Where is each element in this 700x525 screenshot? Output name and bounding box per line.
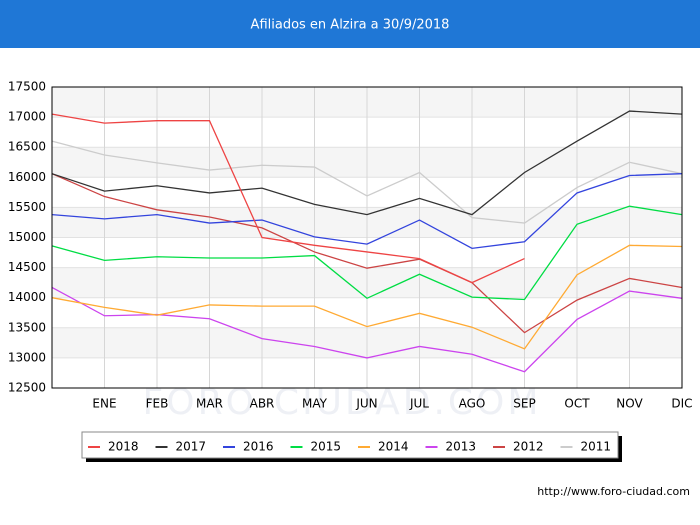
x-tick-label: MAY [302, 397, 328, 411]
y-tick-label: 14500 [8, 260, 46, 274]
legend-label: 2017 [176, 440, 207, 454]
y-tick-label: 14000 [8, 290, 46, 304]
y-tick-label: 17500 [8, 80, 46, 94]
y-tick-label: 15500 [8, 200, 46, 214]
title-banner [0, 0, 700, 48]
x-tick-label: FEB [146, 397, 169, 411]
y-tick-label: 16500 [8, 140, 46, 154]
y-tick-label: 15000 [8, 230, 46, 244]
x-tick-label: OCT [564, 397, 590, 411]
legend-label: 2018 [108, 440, 139, 454]
y-tick-label: 16000 [8, 170, 46, 184]
legend-label: 2016 [243, 440, 274, 454]
legend-label: 2013 [446, 440, 477, 454]
watermark: FORO-CIUDAD.COM [143, 382, 542, 423]
x-tick-label: AGO [459, 397, 486, 411]
series-line [51, 140, 683, 224]
x-tick-label: JUN [355, 397, 377, 411]
series-line [51, 205, 683, 301]
y-tick-label: 12500 [8, 381, 46, 395]
x-tick-label: SEP [513, 397, 535, 411]
series-line [51, 173, 683, 334]
x-tick-label: NOV [616, 397, 643, 411]
series-line [51, 173, 683, 250]
legend-box [81, 431, 619, 459]
series-line [51, 113, 525, 284]
y-tick-label: 17000 [8, 110, 46, 124]
y-tick-label: 13500 [8, 320, 46, 334]
x-tick-label: JUL [409, 397, 429, 411]
x-tick-label: MAR [196, 397, 223, 411]
series-line [51, 110, 683, 216]
plot-frame [51, 86, 683, 389]
legend-label: 2011 [581, 440, 612, 454]
x-tick-label: DIC [671, 397, 692, 411]
x-tick-label: ABR [250, 397, 275, 411]
chart-title: Afiliados en Alzira a 30/9/2018 [251, 18, 450, 33]
legend-label: 2014 [378, 440, 409, 454]
legend-label: 2012 [513, 440, 544, 454]
source: http://www.foro-ciudad.com [537, 485, 690, 498]
y-tick-label: 13000 [8, 350, 46, 364]
legend-label: 2015 [311, 440, 342, 454]
x-tick-label: ENE [92, 397, 116, 411]
series-line [51, 244, 683, 350]
